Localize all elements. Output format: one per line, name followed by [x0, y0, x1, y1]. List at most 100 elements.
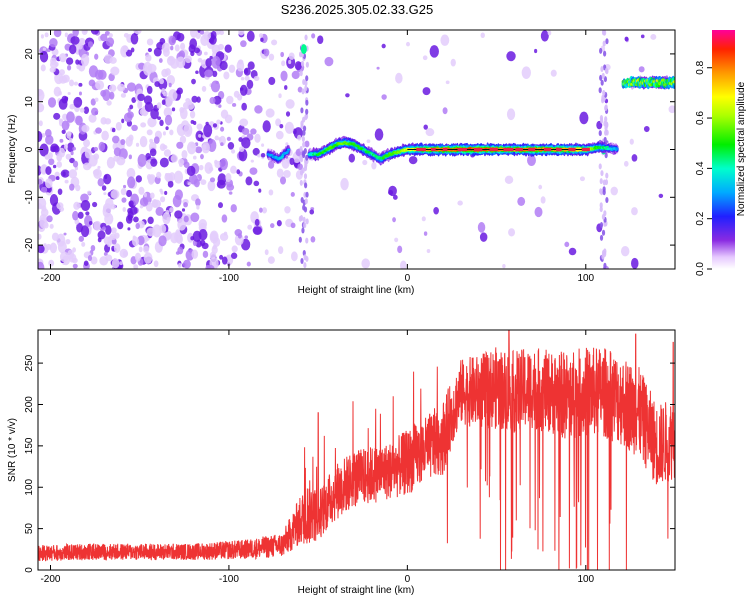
snr-y-label: SNR (10 * v/v)	[7, 418, 18, 482]
noise-blob	[216, 179, 226, 189]
noise-blob	[163, 149, 172, 157]
noise-blob	[225, 172, 232, 183]
noise-blob	[77, 42, 83, 50]
noise-blob	[442, 107, 448, 115]
noise-blob	[184, 55, 192, 64]
noise-blob	[98, 141, 106, 152]
spike-blob	[599, 74, 603, 81]
track-core-dash	[528, 147, 536, 152]
spike-blob	[602, 89, 606, 96]
noise-blob	[280, 176, 287, 185]
spectrogram-x-tick-label: -200	[40, 273, 60, 284]
noise-blob	[68, 169, 78, 179]
noise-blob	[110, 66, 120, 76]
noise-blob	[40, 64, 46, 72]
noise-blob	[137, 93, 145, 102]
noise-blob	[193, 47, 201, 54]
track-core-dash	[457, 147, 467, 152]
noise-blob	[103, 252, 108, 256]
noise-blob	[228, 64, 236, 73]
noise-blob	[388, 185, 397, 197]
noise-blob	[45, 129, 52, 138]
snr-y-tick-label: 250	[24, 354, 35, 371]
noise-blob	[190, 30, 198, 38]
noise-blob	[127, 176, 136, 189]
noise-blob	[53, 145, 60, 153]
noise-blob	[158, 235, 167, 247]
noise-blob	[197, 57, 203, 63]
noise-blob	[276, 220, 282, 227]
noise-blob	[253, 75, 260, 82]
noise-blob	[292, 128, 297, 135]
noise-blob	[290, 251, 298, 262]
noise-blob	[160, 190, 164, 195]
noise-blob	[214, 160, 222, 169]
snr-x-label: Height of straight line (km)	[298, 585, 415, 596]
noise-blob	[181, 208, 186, 212]
noise-blob	[90, 30, 100, 35]
noise-blob	[261, 207, 268, 214]
noise-blob	[138, 246, 143, 253]
noise-blob	[381, 43, 386, 49]
snr-x-tick-label: 0	[405, 574, 411, 585]
spike-blob	[300, 258, 304, 265]
noise-blob	[147, 116, 157, 128]
noise-blob	[78, 235, 85, 242]
spike-blob	[303, 173, 308, 180]
noise-blob	[57, 188, 63, 195]
noise-blob	[230, 165, 237, 174]
noise-blob	[175, 251, 180, 255]
spike-blob	[599, 222, 604, 229]
noise-blob	[203, 124, 213, 138]
noise-blob	[58, 53, 67, 63]
noise-blob	[408, 156, 418, 165]
noise-blob	[579, 176, 585, 182]
spike-blob	[601, 94, 605, 101]
noise-blob	[140, 122, 147, 128]
noise-blob	[83, 139, 91, 148]
noise-blob	[288, 59, 292, 65]
noise-blob	[176, 141, 184, 149]
noise-blob	[275, 118, 281, 127]
noise-blob	[56, 161, 63, 168]
noise-blob	[69, 103, 75, 110]
noise-blob	[285, 111, 291, 117]
noise-blob	[168, 35, 176, 46]
noise-blob	[87, 41, 94, 48]
track-core-dash	[581, 147, 590, 152]
noise-blob	[209, 55, 213, 60]
noise-blob	[239, 87, 244, 91]
noise-blob	[73, 96, 83, 108]
noise-blob	[257, 153, 262, 158]
noise-blob	[168, 89, 178, 102]
noise-blob	[137, 153, 147, 167]
noise-blob	[254, 218, 260, 227]
noise-blob	[232, 103, 237, 107]
noise-blob	[61, 95, 68, 104]
noise-blob	[88, 221, 93, 225]
noise-blob	[48, 152, 53, 159]
noise-blob	[376, 66, 380, 70]
noise-blob	[159, 143, 166, 152]
noise-blob	[170, 45, 174, 51]
noise-blob	[250, 128, 257, 135]
noise-blob	[579, 111, 589, 125]
noise-blob	[101, 226, 107, 231]
noise-blob	[480, 32, 485, 39]
noise-blob	[38, 131, 43, 143]
spike-blob	[605, 38, 609, 45]
noise-blob	[104, 174, 108, 180]
noise-blob	[502, 263, 506, 269]
noise-blob	[540, 196, 546, 204]
noise-blob	[88, 65, 99, 78]
noise-blob	[247, 224, 253, 230]
noise-blob	[38, 88, 43, 97]
noise-blob	[166, 75, 176, 86]
noise-blob	[226, 136, 231, 142]
spike-blob	[298, 215, 302, 222]
noise-blob	[88, 113, 97, 123]
noise-blob	[228, 191, 233, 195]
noise-blob	[371, 162, 377, 170]
noise-blob	[189, 110, 196, 119]
